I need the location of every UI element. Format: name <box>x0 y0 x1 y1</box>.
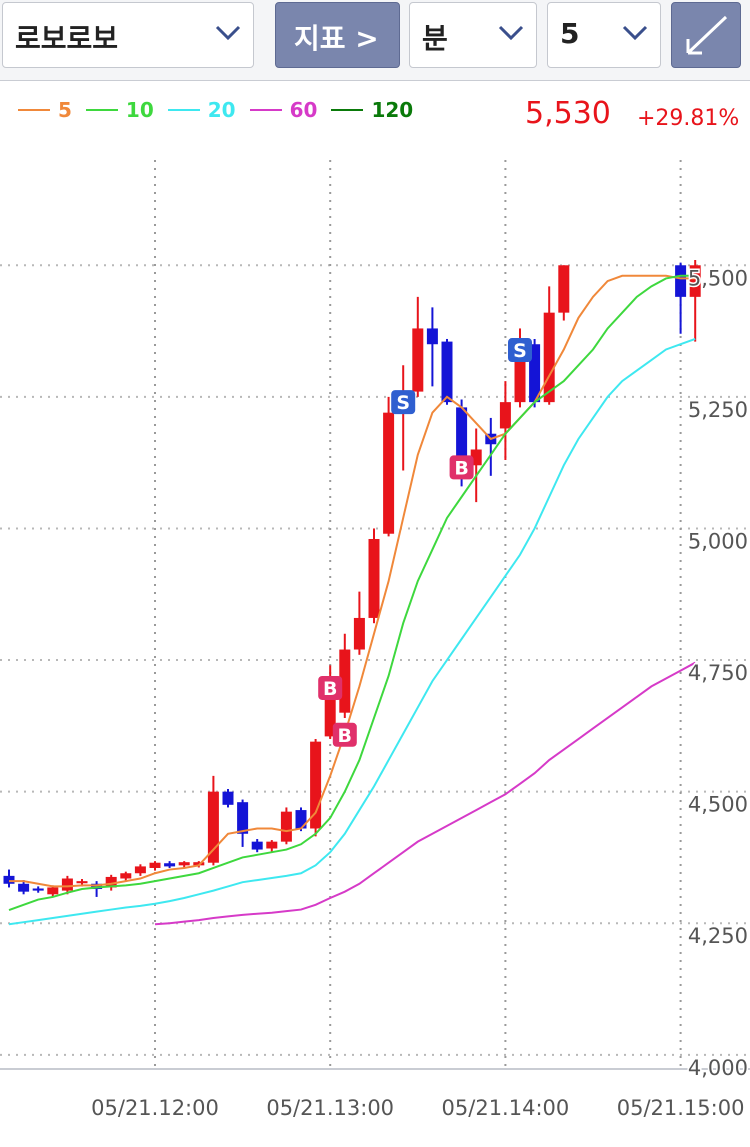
last-price: 5,530 <box>525 96 611 131</box>
signal-label: S <box>513 340 527 362</box>
ma-line <box>8 274 696 912</box>
legend-swatch <box>249 109 282 111</box>
toolbar: 로보로보 지표 > 분 5 <box>0 0 750 81</box>
legend-label: 10 <box>125 98 154 122</box>
candle-body <box>689 265 701 297</box>
legend-swatch <box>167 109 200 111</box>
legend: 5 10 20 60 120 <box>18 98 427 122</box>
draw-icon <box>686 15 728 55</box>
y-tick-label: 4,500 <box>688 793 748 817</box>
signal-label: B <box>338 725 352 747</box>
chevron <box>215 25 241 41</box>
candle-body <box>310 741 322 829</box>
candle-body <box>514 354 526 403</box>
candle-body <box>76 881 88 884</box>
candle-body <box>412 328 424 392</box>
period-unit: 분 <box>422 22 448 55</box>
candle-body <box>339 649 351 713</box>
indicator-label: 지표 > <box>294 22 379 55</box>
candle-body <box>441 341 453 403</box>
legend-label: 120 <box>371 98 414 122</box>
x-tick-label: 05/21.13:00 <box>266 1096 394 1120</box>
signal-badge <box>508 338 532 363</box>
ma-line <box>8 338 696 926</box>
candle-body <box>61 878 73 891</box>
candle-body <box>105 876 117 888</box>
period-unit-select[interactable]: 분 <box>409 2 537 68</box>
candle-body <box>3 875 15 884</box>
y-tick-label: 5,000 <box>688 529 748 553</box>
candle-body <box>47 887 59 895</box>
signal-label: B <box>323 678 337 700</box>
candle-body <box>91 883 103 890</box>
signal-badge <box>391 390 416 415</box>
candle-body <box>470 449 482 466</box>
candle-body <box>164 863 176 867</box>
price-change: +29.81% <box>637 106 740 131</box>
candle-body <box>193 862 205 866</box>
signal-label: B <box>454 457 468 479</box>
legend-item: 5 <box>18 98 72 122</box>
ma-line <box>9 274 696 888</box>
candle-body <box>529 344 541 403</box>
candle-body <box>120 873 132 879</box>
ma-line <box>154 661 696 926</box>
candle-body <box>499 402 511 429</box>
chevron <box>498 25 524 41</box>
y-tick-label: 5,250 <box>688 398 748 422</box>
candle-body <box>368 538 380 618</box>
y-tick-label: 4,000 <box>688 1056 748 1080</box>
symbol-name: 로보로보 <box>15 22 119 55</box>
candle-body <box>178 862 190 866</box>
candle-body <box>426 328 438 345</box>
candle-body <box>324 696 336 737</box>
legend-swatch <box>18 109 50 111</box>
candle-body <box>222 791 234 805</box>
y-tick-label: 5,500 <box>688 266 748 290</box>
legend-item: 120 <box>331 98 413 122</box>
indicator-button[interactable]: 지표 > <box>275 2 400 68</box>
candle-body <box>266 841 278 849</box>
draw-button[interactable] <box>671 2 741 68</box>
x-tick-label: 05/21.12:00 <box>91 1096 219 1120</box>
x-tick-label: 05/21.14:00 <box>442 1096 570 1120</box>
candle-body <box>134 866 146 874</box>
candle-body <box>207 791 219 863</box>
candle-body <box>558 265 570 313</box>
candle-body <box>237 802 249 834</box>
legend-label: 20 <box>207 98 236 122</box>
candle-body <box>280 811 292 842</box>
legend-swatch <box>331 109 364 111</box>
candle-body <box>295 810 307 829</box>
signal-label: S <box>396 392 410 414</box>
legend-item: 60 <box>249 98 318 122</box>
legend-label: 60 <box>289 98 318 122</box>
signal-badge <box>332 722 357 747</box>
y-tick-label: 4,250 <box>688 924 748 948</box>
candle-body <box>456 407 468 471</box>
symbol-select[interactable]: 로보로보 <box>2 2 254 68</box>
period-value: 5 <box>560 17 580 50</box>
legend-item: 10 <box>85 98 154 122</box>
period-value-select[interactable]: 5 <box>547 2 661 68</box>
candle-body <box>149 862 161 868</box>
signal-badge <box>318 675 343 700</box>
legend-label: 5 <box>58 98 72 122</box>
candle-body <box>32 888 44 891</box>
candle-body <box>543 312 555 403</box>
candle-body <box>18 883 30 892</box>
chevron <box>622 25 648 41</box>
y-tick-label: 4,750 <box>688 661 748 685</box>
candle-body <box>675 265 687 297</box>
legend-item: 20 <box>167 98 236 122</box>
x-tick-label: 05/21.15:00 <box>617 1096 745 1120</box>
legend-swatch <box>85 109 118 111</box>
candle-body <box>251 841 263 850</box>
signal-badge <box>449 455 474 480</box>
candle-body <box>353 617 365 650</box>
candle-body <box>383 412 395 534</box>
